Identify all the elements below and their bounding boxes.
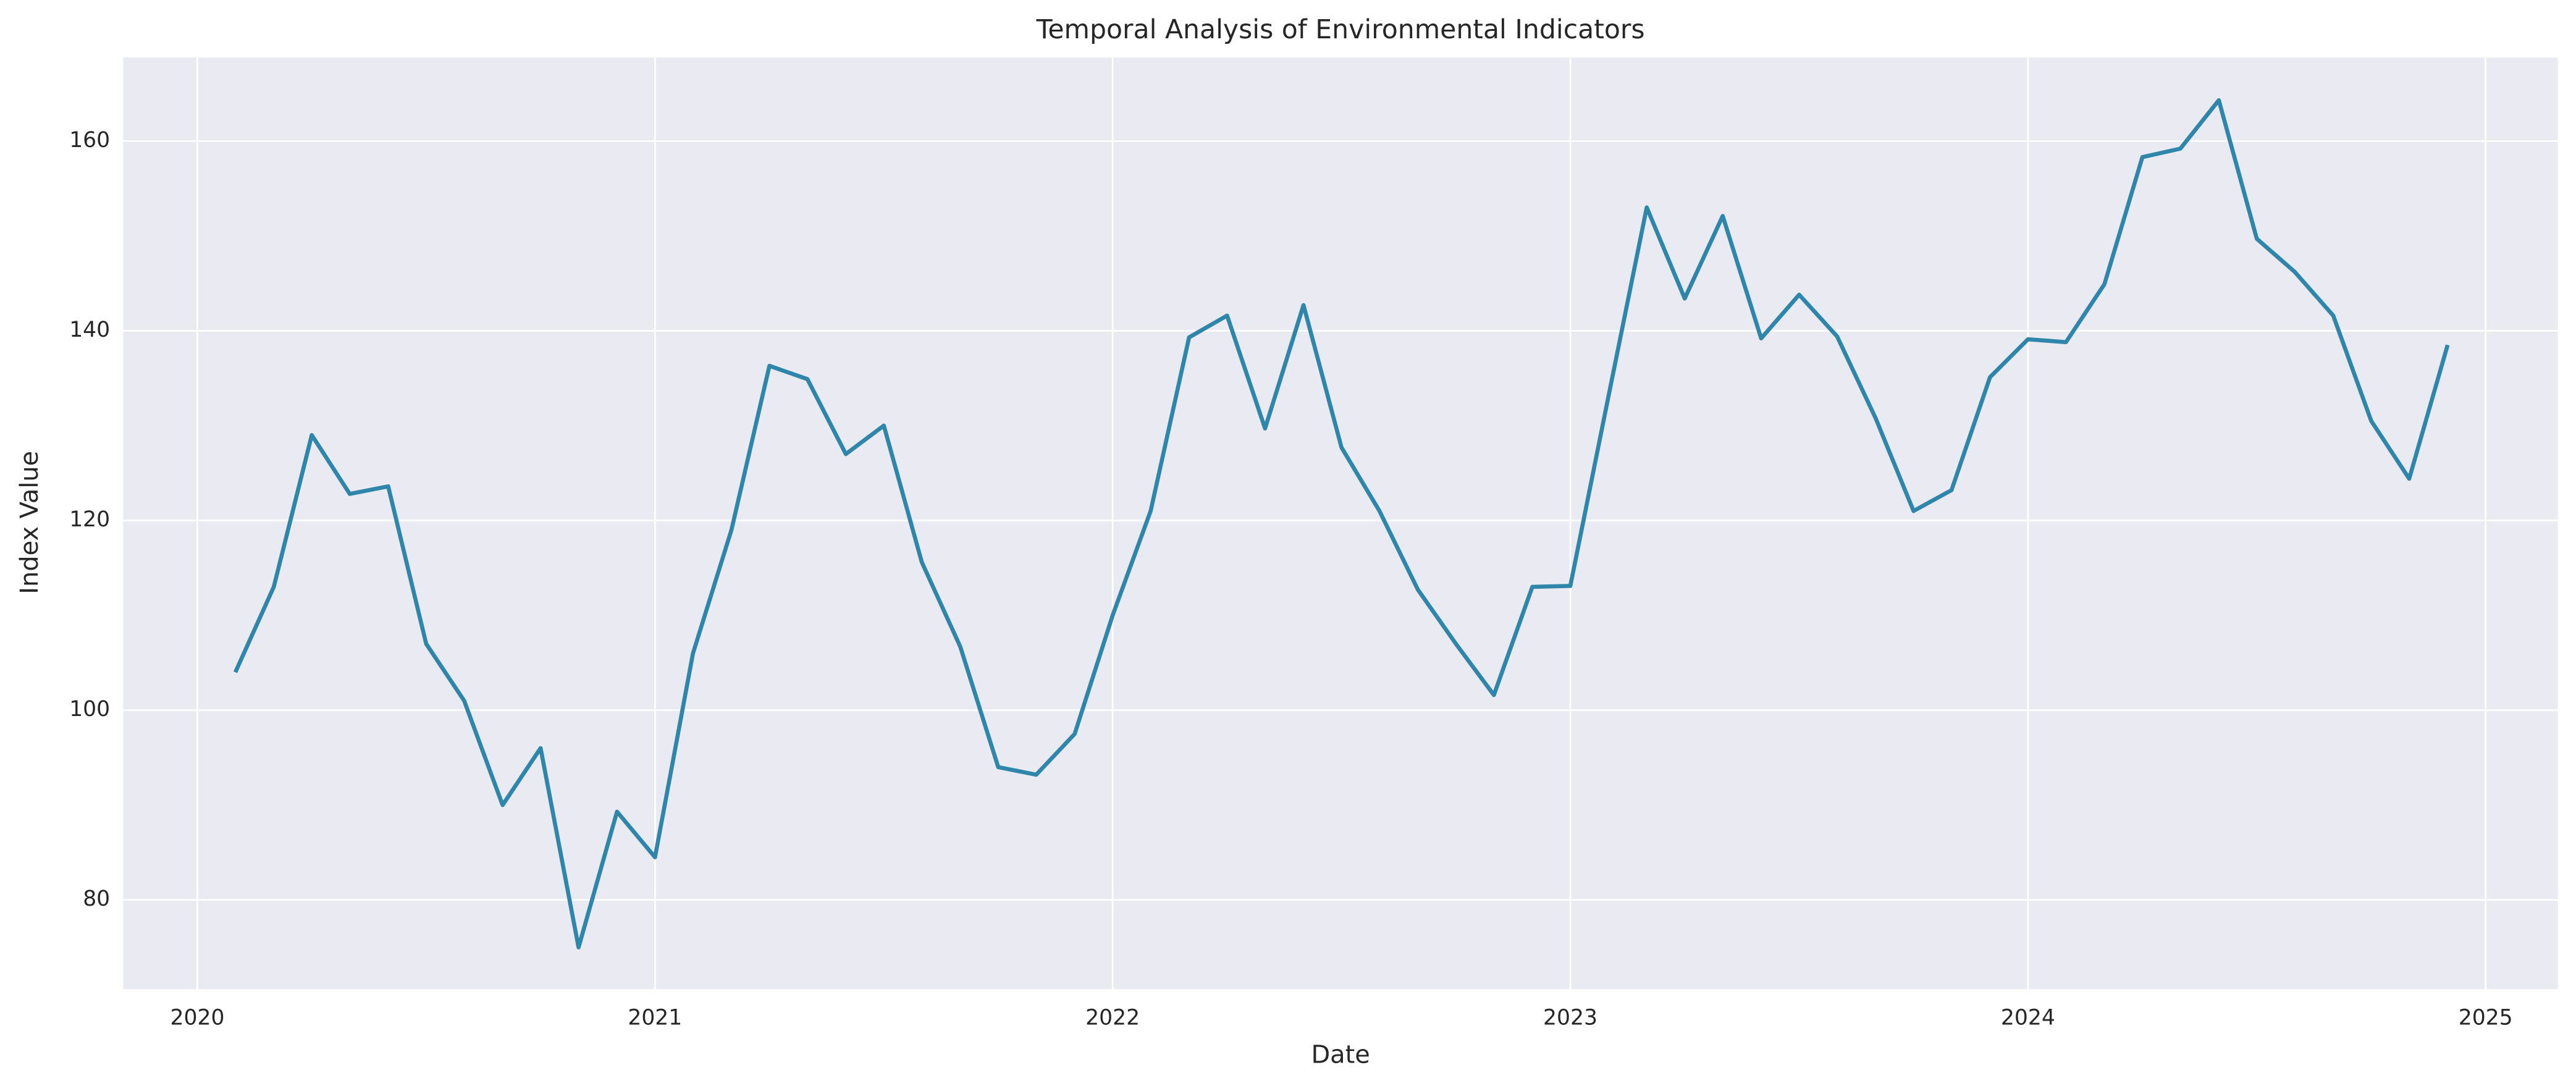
y-tick-label: 100 xyxy=(69,697,110,722)
grid xyxy=(123,57,2558,990)
y-tick-label: 140 xyxy=(69,318,110,342)
marks xyxy=(233,98,2450,950)
x-axis-label: Date xyxy=(1311,1041,1370,1069)
plot-area xyxy=(123,57,2558,990)
x-tick-label: 2023 xyxy=(1543,1005,1597,1030)
x-tick-label: 2024 xyxy=(2001,1005,2055,1030)
y-tick-label: 160 xyxy=(69,128,110,153)
data-line xyxy=(233,98,2450,950)
y-tick-label: 120 xyxy=(69,507,110,532)
x-tick-label: 2025 xyxy=(2459,1005,2513,1030)
y-axis-label: Index Value xyxy=(15,451,44,594)
x-tick-label: 2020 xyxy=(170,1005,224,1030)
y-tick-label: 80 xyxy=(83,887,110,911)
x-tick-label: 2021 xyxy=(628,1005,682,1030)
chart-title: Temporal Analysis of Environmental Indic… xyxy=(1036,15,1645,45)
x-tick-label: 2022 xyxy=(1085,1005,1140,1030)
